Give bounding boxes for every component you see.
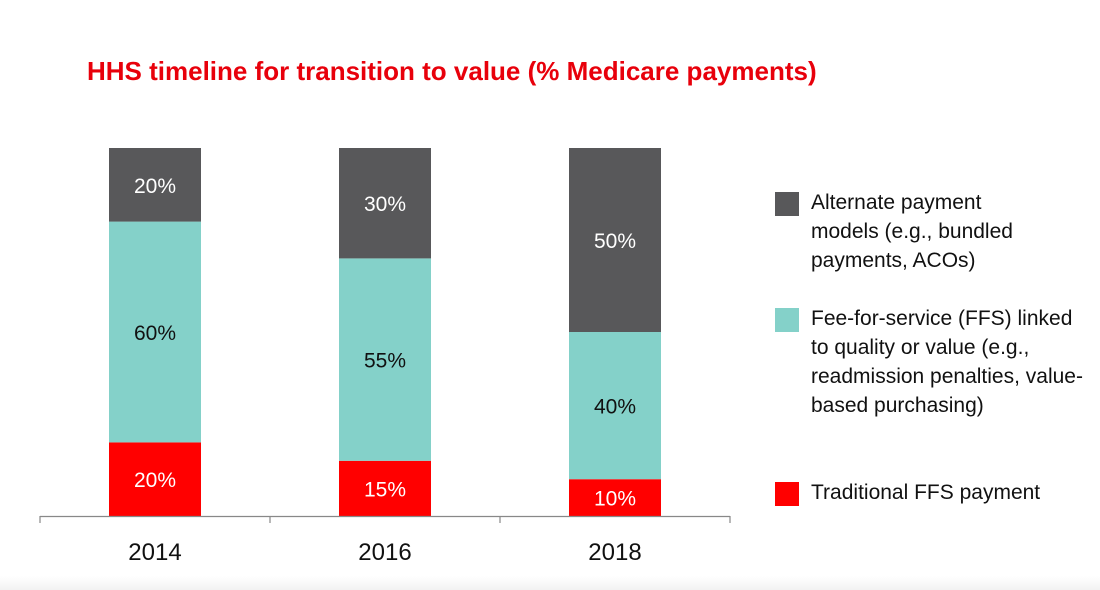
data-label-2014-series-2: 20%	[134, 175, 176, 198]
legend-label-alternate: Alternate payment models (e.g., bundled …	[811, 191, 1013, 272]
data-label-2016-series-2: 30%	[364, 193, 406, 216]
legend-item-alternate-payment-models: Alternate payment models (e.g., bundled …	[775, 188, 1051, 275]
bottom-fade	[0, 576, 1100, 590]
x-tick-label-2016: 2016	[358, 539, 411, 566]
bar-segment-2016-series-1	[339, 258, 431, 461]
bar-segment-2016-series-2	[339, 148, 431, 259]
x-tick-label-2014: 2014	[128, 539, 181, 566]
data-label-2016-series-0: 15%	[364, 478, 406, 501]
data-label-2018-series-0: 10%	[594, 488, 636, 511]
bar-segment-2014-series-1	[109, 221, 201, 443]
legend-label-traditional: Traditional FFS payment	[811, 481, 1041, 504]
bar-segment-2018-series-0	[569, 479, 661, 516]
legend-item-ffs-linked-to-value: Fee-for-service (FFS) linked to quality …	[775, 304, 1086, 420]
legend-swatch-traditional	[775, 482, 799, 506]
chart-title: HHS timeline for transition to value (% …	[87, 56, 817, 86]
bar-segment-2016-series-0	[339, 460, 431, 516]
bar-segment-2018-series-2	[569, 148, 661, 332]
bar-segment-2014-series-0	[109, 442, 201, 516]
bar-segment-2018-series-1	[569, 332, 661, 480]
data-label-2016-series-1: 55%	[364, 350, 406, 373]
bar-segment-2014-series-2	[109, 148, 201, 222]
x-tick-label-2018: 2018	[588, 539, 641, 566]
data-label-2018-series-2: 50%	[594, 230, 636, 253]
legend-item-traditional-ffs: Traditional FFS payment	[775, 478, 1100, 507]
data-label-2014-series-0: 20%	[134, 469, 176, 492]
legend-label-ffs-linked: Fee-for-service (FFS) linked to quality …	[811, 307, 1083, 417]
data-label-2014-series-1: 60%	[134, 322, 176, 345]
legend-swatch-alternate	[775, 192, 799, 216]
stacked-bar-chart: 20% 60% 20% 2014 15% 55% 30% 2016 10% 40% 50% 2018	[39, 148, 731, 566]
legend-swatch-ffs-linked	[775, 308, 799, 332]
data-label-2018-series-1: 40%	[594, 396, 636, 419]
